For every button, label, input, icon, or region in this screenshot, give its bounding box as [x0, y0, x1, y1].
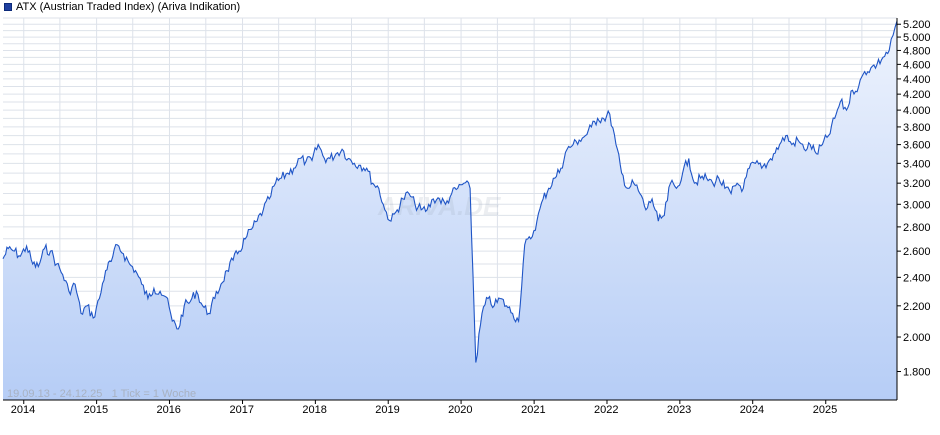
- x-tick-label: 2022: [594, 404, 618, 416]
- watermark-logo: ARIVA.DE: [377, 191, 501, 221]
- y-axis-ticks: 1.800 2.000 2.200 2.400 2.600 2.800 3.000 3.200…: [897, 19, 931, 379]
- price-area-fill: [3, 21, 897, 400]
- date-range-label: 19.09.13 - 24.12.25: [7, 388, 103, 400]
- y-tick-label: 4.000: [903, 105, 931, 117]
- x-tick-label: 2018: [302, 404, 326, 416]
- x-tick-label: 2015: [84, 404, 108, 416]
- x-tick-label: 2017: [230, 404, 254, 416]
- x-tick-label: 2024: [740, 404, 764, 416]
- y-tick-label: 2.800: [903, 222, 931, 234]
- x-tick-label: 2025: [813, 404, 837, 416]
- x-tick-label: 2016: [156, 404, 180, 416]
- y-tick-label: 2.600: [903, 246, 931, 258]
- price-line: [2, 20, 898, 363]
- plot-frame: [3, 18, 898, 401]
- y-tick-label: 3.200: [903, 178, 931, 190]
- x-tick-label: 2021: [521, 404, 545, 416]
- y-tick-label: 4.200: [903, 89, 931, 101]
- y-tick-label: 3.400: [903, 158, 931, 170]
- legend-swatch-icon: [4, 3, 12, 11]
- tick-info-label: 1 Tick = 1 Woche: [111, 388, 197, 400]
- y-tick-label: 5.000: [903, 32, 931, 44]
- y-tick-label: 5.200: [903, 19, 931, 31]
- x-axis-ticks: 2014 2015 2016 2017 2018 2019 2020 2021 2022 2023…: [11, 400, 837, 416]
- y-tick-label: 2.000: [903, 332, 931, 344]
- x-tick-label: 2019: [375, 404, 399, 416]
- y-tick-label: 4.400: [903, 74, 931, 86]
- y-tick-label: 4.600: [903, 59, 931, 71]
- y-tick-label: 2.200: [903, 301, 931, 313]
- legend-label: ATX (Austrian Traded Index) (Ariva Indik…: [16, 1, 241, 13]
- x-tick-label: 2014: [11, 404, 35, 416]
- x-tick-label: 2020: [448, 404, 472, 416]
- y-tick-label: 1.800: [903, 367, 931, 379]
- y-tick-label: 3.600: [903, 140, 931, 152]
- range-note: 19.09.13 - 24.12.25 1 Tick = 1 Woche: [7, 388, 196, 400]
- y-tick-label: 3.800: [903, 122, 931, 134]
- legend: ATX (Austrian Traded Index) (Ariva Indik…: [4, 0, 240, 14]
- x-tick-label: 2023: [667, 404, 691, 416]
- y-tick-label: 2.400: [903, 272, 931, 284]
- y-tick-label: 3.000: [903, 199, 931, 211]
- y-tick-label: 4.800: [903, 45, 931, 57]
